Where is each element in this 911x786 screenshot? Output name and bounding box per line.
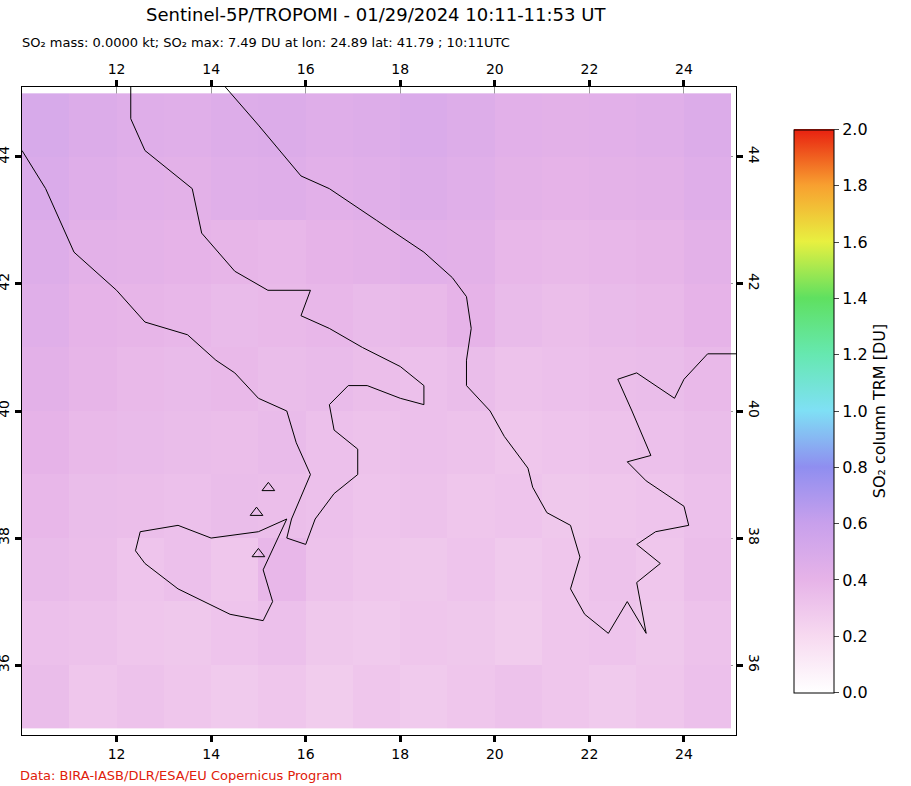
svg-text:44: 44 <box>746 146 762 164</box>
svg-text:36: 36 <box>746 654 762 672</box>
svg-text:24: 24 <box>675 61 693 77</box>
svg-text:14: 14 <box>202 61 220 77</box>
svg-text:18: 18 <box>391 61 409 77</box>
svg-text:SO₂ column TRM [DU]: SO₂ column TRM [DU] <box>870 324 889 499</box>
svg-text:Sentinel-5P/TROPOMI - 01/29/20: Sentinel-5P/TROPOMI - 01/29/2024 10:11-1… <box>146 4 606 25</box>
svg-text:1.2: 1.2 <box>842 345 867 364</box>
svg-text:14: 14 <box>202 746 220 762</box>
svg-text:12: 12 <box>108 61 126 77</box>
svg-text:0.8: 0.8 <box>842 458 867 477</box>
svg-text:22: 22 <box>581 746 599 762</box>
svg-text:22: 22 <box>581 61 599 77</box>
svg-text:40: 40 <box>746 400 762 418</box>
svg-text:44: 44 <box>0 146 12 164</box>
svg-text:40: 40 <box>0 400 12 418</box>
svg-text:0.2: 0.2 <box>842 627 867 646</box>
svg-text:2.0: 2.0 <box>842 120 867 139</box>
svg-text:36: 36 <box>0 654 12 672</box>
svg-text:20: 20 <box>486 61 504 77</box>
svg-text:Data: BIRA-IASB/DLR/ESA/EU Cop: Data: BIRA-IASB/DLR/ESA/EU Copernicus Pr… <box>20 768 342 783</box>
svg-text:1.4: 1.4 <box>842 289 867 308</box>
svg-text:16: 16 <box>297 61 315 77</box>
svg-text:1.8: 1.8 <box>842 176 867 195</box>
svg-text:1.6: 1.6 <box>842 233 867 252</box>
svg-text:12: 12 <box>108 746 126 762</box>
svg-text:24: 24 <box>675 746 693 762</box>
svg-text:42: 42 <box>746 273 762 291</box>
svg-text:20: 20 <box>486 746 504 762</box>
svg-text:42: 42 <box>0 273 12 291</box>
svg-text:0.6: 0.6 <box>842 514 867 533</box>
svg-text:38: 38 <box>0 527 12 545</box>
svg-text:18: 18 <box>391 746 409 762</box>
svg-text:0.0: 0.0 <box>842 683 867 702</box>
svg-text:0.4: 0.4 <box>842 571 867 590</box>
svg-text:16: 16 <box>297 746 315 762</box>
svg-text:1.0: 1.0 <box>842 402 867 421</box>
svg-text:38: 38 <box>746 527 762 545</box>
svg-text:SO₂ mass: 0.0000 kt; SO₂ max:: SO₂ mass: 0.0000 kt; SO₂ max: 7.49 DU at… <box>22 35 510 50</box>
